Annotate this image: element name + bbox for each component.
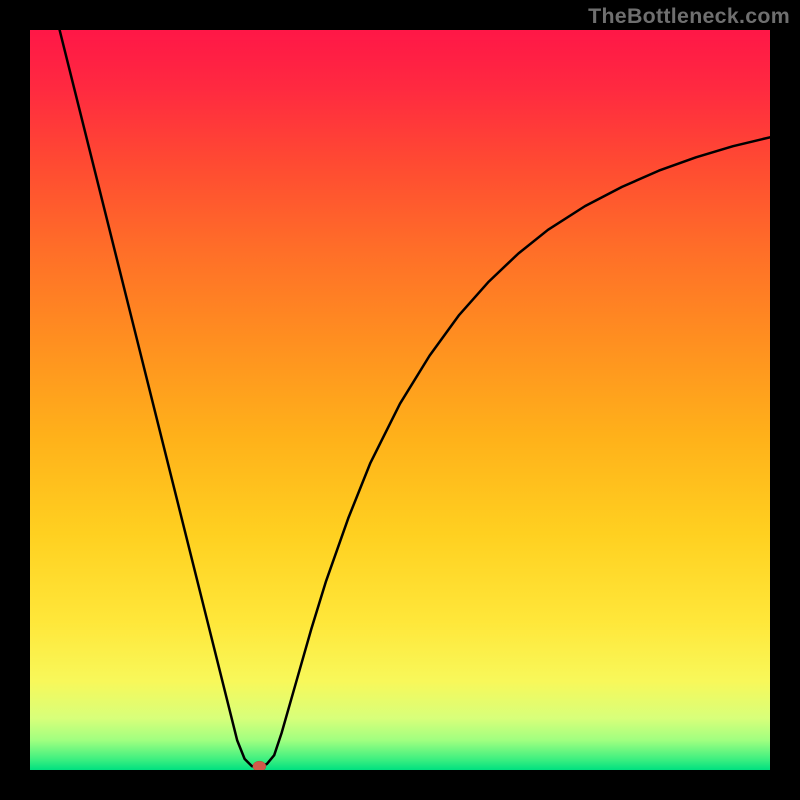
bottleneck-curve [60,30,770,766]
plot-area [30,30,770,770]
minimum-marker [253,761,266,770]
chart-container: TheBottleneck.com [0,0,800,800]
curve-layer [30,30,770,770]
watermark-text: TheBottleneck.com [588,4,790,29]
